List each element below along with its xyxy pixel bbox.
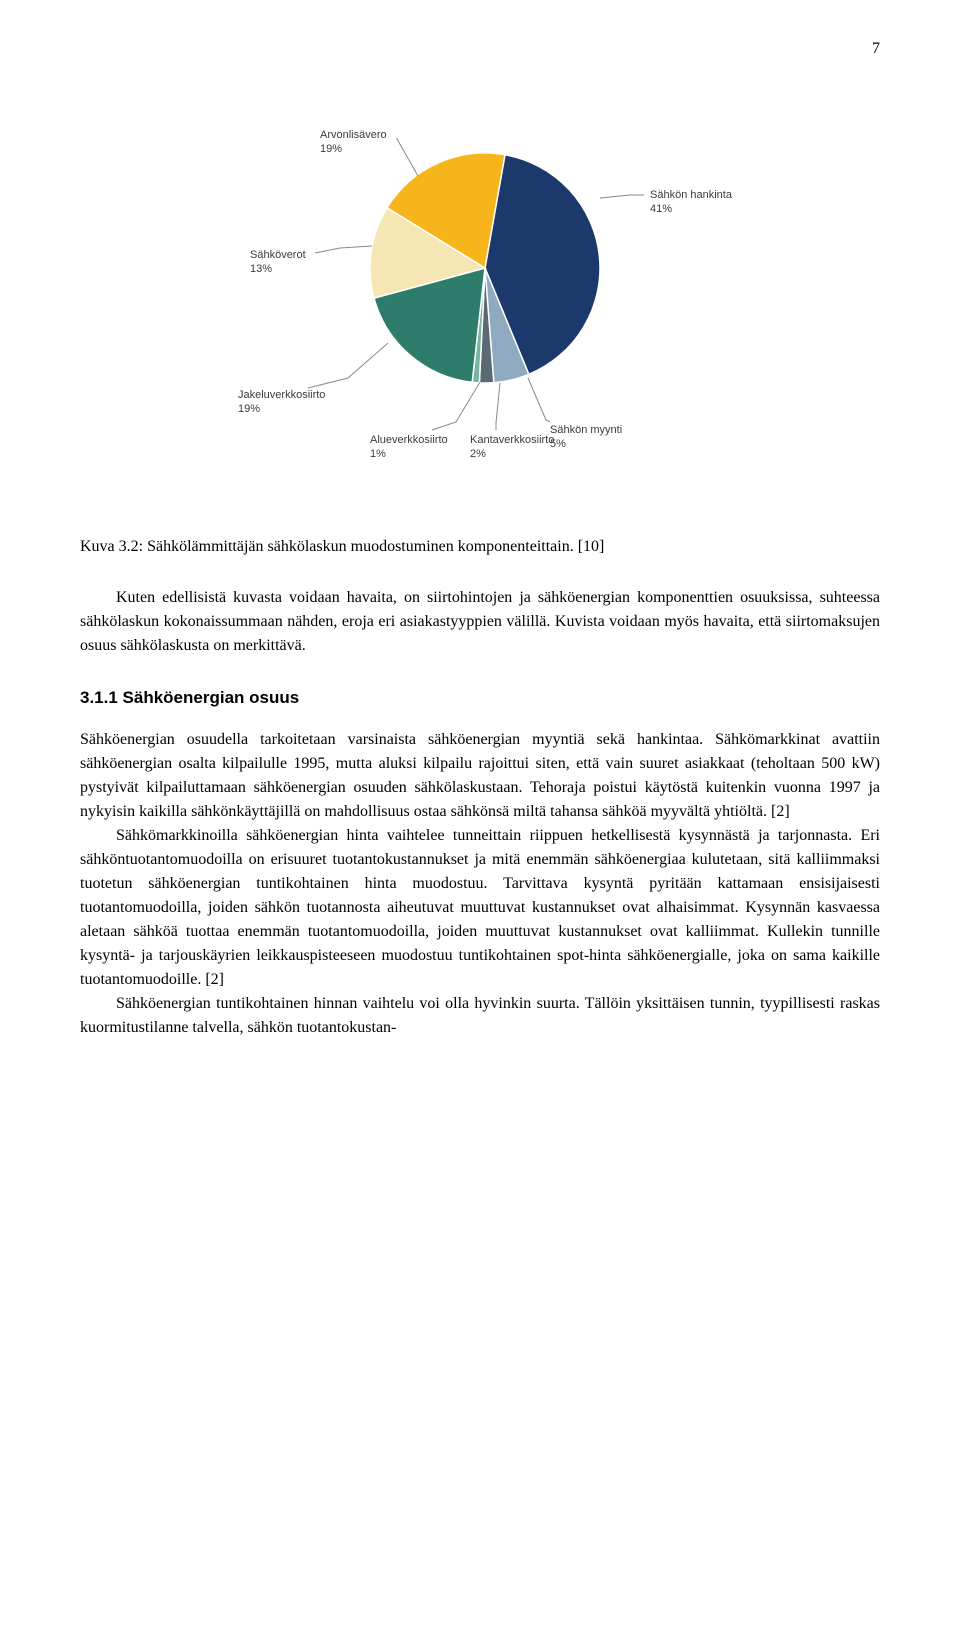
pie-chart-container: Sähkön hankinta41% Sähkön myynti5%Kantave… [80,98,880,478]
leader-line [432,382,480,430]
page-number: 7 [80,40,880,58]
body-paragraph: Sähköenergian osuudella tarkoitetaan var… [80,728,880,824]
leader-line [315,246,372,253]
pie-slice-label: Sähkön hankinta41% [650,188,732,217]
pie-slice-label: Alueverkkosiirto1% [370,433,448,462]
figure-caption: Kuva 3.2: Sähkölämmittäjän sähkölaskun m… [80,538,880,556]
pie-slice-label: Jakeluverkkosiirto19% [238,388,325,417]
pie-slice-label: Kantaverkkosiirto2% [470,433,554,462]
pie-slice-label: Sähkön myynti5% [550,423,622,452]
pie-slice-label: Sähköverot13% [250,248,306,277]
intro-paragraph: Kuten edellisistä kuvasta voidaan havait… [80,586,880,658]
body-paragraph: Sähköenergian tuntikohtainen hinnan vaih… [80,992,880,1040]
leader-line [600,195,644,198]
leader-line [496,383,500,430]
body-paragraph: Sähkömarkkinoilla sähköenergian hinta va… [80,824,880,992]
section-heading: 3.1.1 Sähköenergian osuus [80,688,880,708]
leader-line [528,378,550,422]
pie-slice-label: Arvonlisävero19% [320,128,387,157]
pie-chart-svg [370,153,600,383]
pie-chart: Sähkön hankinta41% Sähkön myynti5%Kantave… [200,98,760,478]
